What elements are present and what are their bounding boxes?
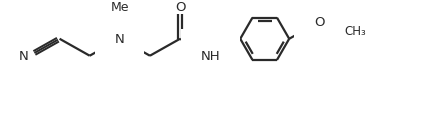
Text: NH: NH <box>200 50 220 63</box>
Text: O: O <box>175 1 185 14</box>
Text: O: O <box>314 16 325 29</box>
Text: N: N <box>115 33 125 46</box>
Text: Me: Me <box>110 1 129 14</box>
Text: N: N <box>19 50 28 63</box>
Text: CH₃: CH₃ <box>344 25 366 37</box>
